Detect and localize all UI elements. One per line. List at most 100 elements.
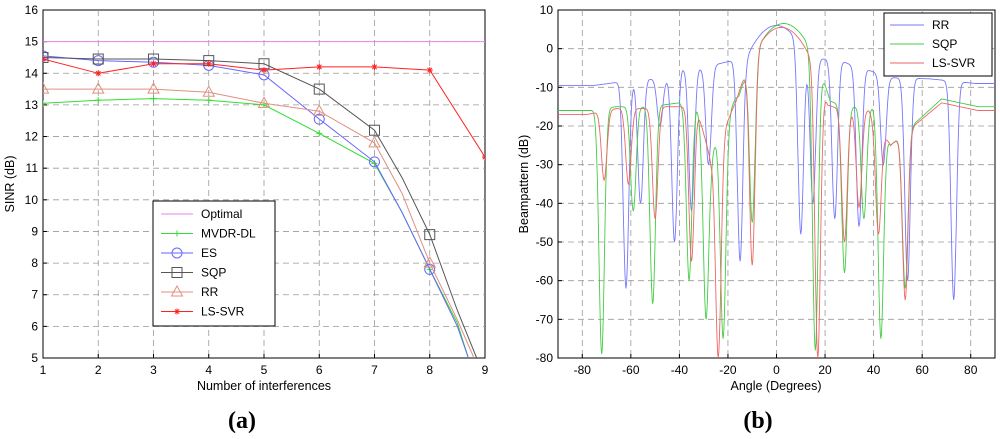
data-point: [423, 256, 437, 268]
beampattern-chart: -80 -60 -40 -20 0 20 40 60 80 -80 -70 -60 -50 -40 -30 -…: [517, 3, 996, 434]
series-rr: [43, 82, 475, 358]
data-point: [43, 82, 50, 94]
y-tick-label: 16: [25, 3, 39, 17]
y-tick-label: 8: [31, 256, 38, 270]
y-tick-label: -80: [536, 351, 554, 365]
y-tick-label: -70: [536, 312, 554, 326]
data-point: [150, 60, 157, 67]
data-point: [371, 63, 378, 70]
data-point: [147, 82, 160, 94]
x-axis-label: Angle (Degrees): [730, 379, 821, 393]
x-tick-label: 5: [261, 363, 268, 377]
data-point: [424, 263, 436, 275]
x-tick-label: -40: [671, 363, 689, 377]
data-point: [369, 124, 380, 136]
data-point: [368, 135, 381, 148]
data-point: [92, 53, 104, 65]
data-point: [171, 247, 183, 259]
data-series: [558, 23, 995, 358]
data-point: [424, 229, 436, 241]
data-point: [313, 113, 325, 125]
data-series: [43, 41, 485, 358]
y-tick-label: 13: [25, 98, 39, 112]
y-tick-label: 14: [25, 66, 39, 80]
data-point: [205, 97, 212, 104]
x-tick-label: 6: [316, 363, 323, 377]
x-tick-label: 80: [964, 363, 978, 377]
legend-label: MVDR-DL: [201, 227, 256, 241]
legend-label: LS-SVR: [932, 56, 976, 70]
legend: Optimal MVDR-DL ES SQP RR LS-SVR: [152, 200, 276, 327]
x-tick-label: 7: [371, 363, 378, 377]
y-tick-label: 7: [31, 288, 38, 302]
legend-label: Optimal: [201, 207, 242, 221]
legend-box: [152, 200, 276, 327]
legend-label: LS-SVR: [201, 305, 245, 319]
data-point: [95, 70, 102, 77]
data-point: [91, 82, 105, 94]
y-tick-label: -20: [536, 119, 554, 133]
data-point: [150, 95, 157, 102]
y-tick-label: 10: [25, 193, 39, 207]
legend-label: RR: [932, 18, 950, 32]
y-tick-label: 0: [546, 42, 553, 56]
x-tick-label: 8: [426, 363, 433, 377]
x-tick-label: -20: [719, 363, 737, 377]
y-tick-label: 10: [540, 3, 554, 17]
x-tick-label: 0: [773, 363, 780, 377]
x-tick-label: 2: [95, 363, 102, 377]
data-point: [174, 308, 180, 315]
data-point: [205, 60, 212, 67]
legend-label: RR: [201, 285, 219, 299]
y-tick-label: 15: [25, 35, 39, 49]
data-point: [174, 230, 180, 237]
tick-labels: -80 -60 -40 -20 0 20 40 60 80 -80 -70 -60 -50 -40 -30 -…: [536, 3, 978, 377]
panel-label-b: (b): [743, 408, 772, 434]
series-ls-svr: [43, 56, 485, 161]
y-tick-label: 9: [31, 224, 38, 238]
data-point: [312, 104, 326, 116]
data-point: [261, 67, 267, 74]
series-line: [43, 57, 478, 358]
y-tick-label: 6: [31, 319, 38, 333]
x-tick-label: -60: [622, 363, 640, 377]
x-axis-label: Number of interferences: [197, 379, 331, 393]
y-axis-label: SINR (dB): [3, 156, 17, 213]
y-tick-label: -30: [536, 158, 554, 172]
series-line: [558, 26, 995, 358]
series-sqp: [558, 23, 995, 355]
y-tick-label: 5: [31, 351, 38, 365]
x-tick-label: -80: [574, 363, 592, 377]
y-tick-label: -50: [536, 235, 554, 249]
data-point: [426, 67, 433, 74]
x-tick-label: 4: [205, 363, 212, 377]
data-point: [316, 63, 323, 70]
x-tick-label: 20: [818, 363, 832, 377]
data-point: [313, 83, 325, 95]
x-tick-label: 3: [150, 363, 157, 377]
y-axis-label: Beampattern (dB): [517, 135, 531, 234]
legend: RR SQP LS-SVR: [883, 12, 993, 77]
data-point: [369, 156, 380, 168]
legend-label: ES: [201, 246, 217, 260]
data-point: [482, 154, 485, 161]
series-line: [558, 23, 995, 355]
data-point: [170, 284, 184, 297]
y-tick-label: -40: [536, 196, 554, 210]
x-tick-label: 60: [915, 363, 929, 377]
data-point: [95, 97, 102, 104]
y-tick-label: 12: [25, 130, 39, 144]
y-tick-label: -60: [536, 274, 554, 288]
series-line: [43, 88, 475, 358]
x-tick-label: 1: [40, 363, 47, 377]
y-tick-label: -10: [536, 80, 554, 94]
data-point: [43, 56, 46, 63]
legend-label: SQP: [201, 266, 226, 280]
data-point: [316, 130, 323, 137]
series-ls-svr: [558, 26, 995, 358]
data-point: [202, 85, 216, 97]
data-point: [257, 96, 271, 108]
